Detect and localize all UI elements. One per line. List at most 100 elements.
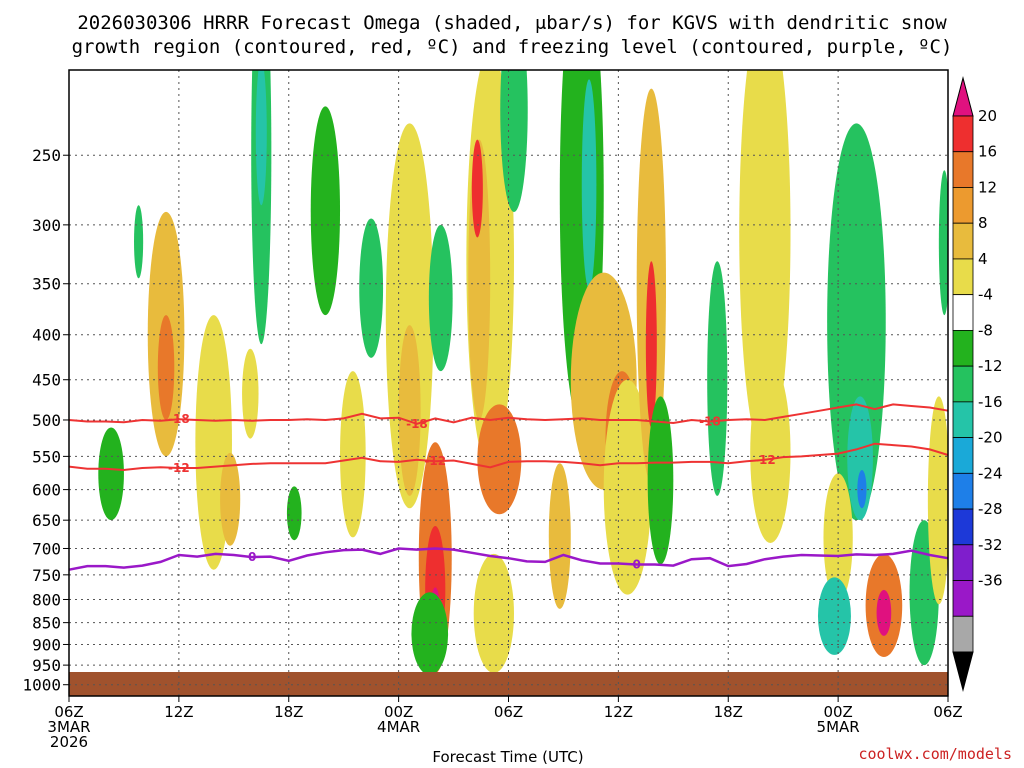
y-tick-label: 900 — [32, 635, 61, 654]
x-tick-label-l1: 18Z — [274, 703, 303, 721]
credit-text: coolwx.com/models — [858, 745, 1012, 763]
x-tick-label-l1: 06Z — [933, 703, 962, 721]
omega-region-47 — [938, 170, 948, 316]
y-tick-label: 350 — [32, 275, 61, 294]
y-tick-label: 800 — [32, 590, 61, 609]
omega-region-41 — [823, 473, 853, 602]
colorbar-label: -4 — [978, 286, 993, 304]
omega-region-22 — [471, 139, 483, 238]
omega-region-36 — [739, 70, 791, 457]
y-tick-label: 950 — [32, 656, 61, 675]
x-tick-label-l2: 3MAR — [47, 718, 90, 736]
dgz-contour-0-label: -18 — [406, 417, 428, 431]
omega-shading — [98, 70, 948, 676]
y-tick-label: 600 — [32, 481, 61, 500]
y-tick-label: 300 — [32, 216, 61, 235]
x-tick-label-l1: 12Z — [604, 703, 633, 721]
colorbar-label: -12 — [978, 357, 1003, 375]
dgz-contour-1-label: -12 — [754, 453, 776, 467]
y-tick-label: 750 — [32, 566, 61, 585]
x-tick-label-l1: 06Z — [54, 703, 83, 721]
omega-region-11 — [340, 371, 366, 538]
colorbar-swatch — [952, 294, 974, 331]
omega-region-39 — [847, 396, 873, 521]
colorbar-swatch — [952, 222, 974, 260]
colorbar-swatch — [952, 115, 974, 153]
omega-region-25 — [473, 553, 514, 674]
colorbar-label: -32 — [978, 536, 1003, 554]
colorbar-swatch — [952, 544, 974, 581]
colorbar-label: 4 — [978, 250, 988, 268]
contour-lines: -18 -18 -18 -12 -12 -12 0 0 — [68, 403, 949, 572]
dgz-contour-0-line — [68, 403, 949, 425]
omega-region-3 — [220, 452, 241, 546]
omega-region-26 — [548, 463, 571, 609]
omega-region-33 — [645, 261, 657, 428]
colorbar-label: 16 — [978, 143, 997, 161]
colorbar-label: -24 — [978, 464, 1003, 482]
freezing-level-label: 0 — [633, 558, 641, 572]
omega-region-18 — [411, 592, 449, 676]
y-tick-label: 1000 — [22, 676, 61, 695]
omega-region-37 — [750, 362, 791, 543]
omega-region-38 — [827, 123, 886, 521]
grid-lines — [68, 70, 949, 696]
omega-region-14 — [398, 325, 421, 496]
dgz-contour-1-label: -12 — [424, 454, 446, 468]
colorbar-label: 12 — [978, 178, 997, 196]
colorbar-label: -8 — [978, 321, 993, 339]
omega-region-35 — [707, 261, 728, 496]
omega-region-46 — [927, 396, 948, 605]
colorbar-label: -28 — [978, 500, 1003, 518]
colorbar-swatch — [952, 151, 974, 188]
omega-region-7 — [134, 205, 144, 279]
x-tick-label-l2: 5MAR — [817, 718, 860, 736]
colorbar-swatch — [952, 329, 974, 367]
colorbar-swatch — [952, 437, 974, 474]
colorbar-swatch — [952, 615, 974, 653]
freezing-level-label: 0 — [248, 550, 256, 564]
omega-region-44 — [817, 577, 851, 655]
omega-region-9 — [310, 106, 341, 316]
colorbar: 20 16 12 8 4 -4 -8 -12 -16 -20 -24 -28 -32 -36 — [952, 76, 1003, 692]
omega-region-43 — [876, 589, 892, 636]
colorbar-swatch — [952, 258, 974, 296]
chart-title-line-2: growth region (contoured, red, ºC) and f… — [72, 36, 953, 58]
omega-region-23 — [500, 70, 528, 212]
omega-region-6 — [98, 427, 124, 521]
omega-region-1 — [157, 315, 175, 420]
x-tick-label-l1: 12Z — [164, 703, 193, 721]
omega-region-12 — [286, 486, 302, 541]
x-tick-label-l1: 18Z — [714, 703, 743, 721]
colorbar-swatch — [952, 365, 974, 403]
dgz-contour-0-label: -18 — [699, 414, 721, 428]
x-tick-label-l1: 06Z — [494, 703, 523, 721]
colorbar-swatch — [952, 187, 974, 224]
colorbar-label: -36 — [978, 572, 1003, 590]
dgz-contour-0-label: -18 — [168, 412, 190, 426]
omega-region-5 — [255, 70, 267, 206]
x-tick-label-l2: 4MAR — [377, 718, 420, 736]
y-tick-label: 650 — [32, 511, 61, 530]
colorbar-swatch — [952, 472, 974, 510]
omega-region-8 — [242, 348, 259, 439]
plot-area: -18 -18 -18 -12 -12 -12 0 0 — [68, 69, 949, 697]
colorbar-top-triangle — [952, 76, 974, 117]
colorbar-label: 8 — [978, 214, 988, 232]
freezing-level-line — [68, 547, 949, 571]
colorbar-label: 20 — [978, 107, 997, 125]
x-tick-label-l1: 00Z — [823, 703, 852, 721]
omega-region-31 — [603, 379, 652, 595]
dgz-contour-1-label: -12 — [168, 461, 190, 475]
y-tick-label: 450 — [32, 371, 61, 390]
omega-region-24 — [477, 404, 522, 515]
y-axis: 250 300 350 400 450 500 550 600 650 700 750 800 850 9… — [22, 146, 69, 695]
colorbar-label: -20 — [978, 429, 1003, 447]
colorbar-swatch — [952, 580, 974, 617]
omega-region-10 — [359, 218, 384, 358]
y-tick-label: 500 — [32, 411, 61, 430]
omega-region-19 — [428, 224, 453, 372]
y-tick-label: 400 — [32, 326, 61, 345]
omega-region-13 — [385, 123, 434, 509]
